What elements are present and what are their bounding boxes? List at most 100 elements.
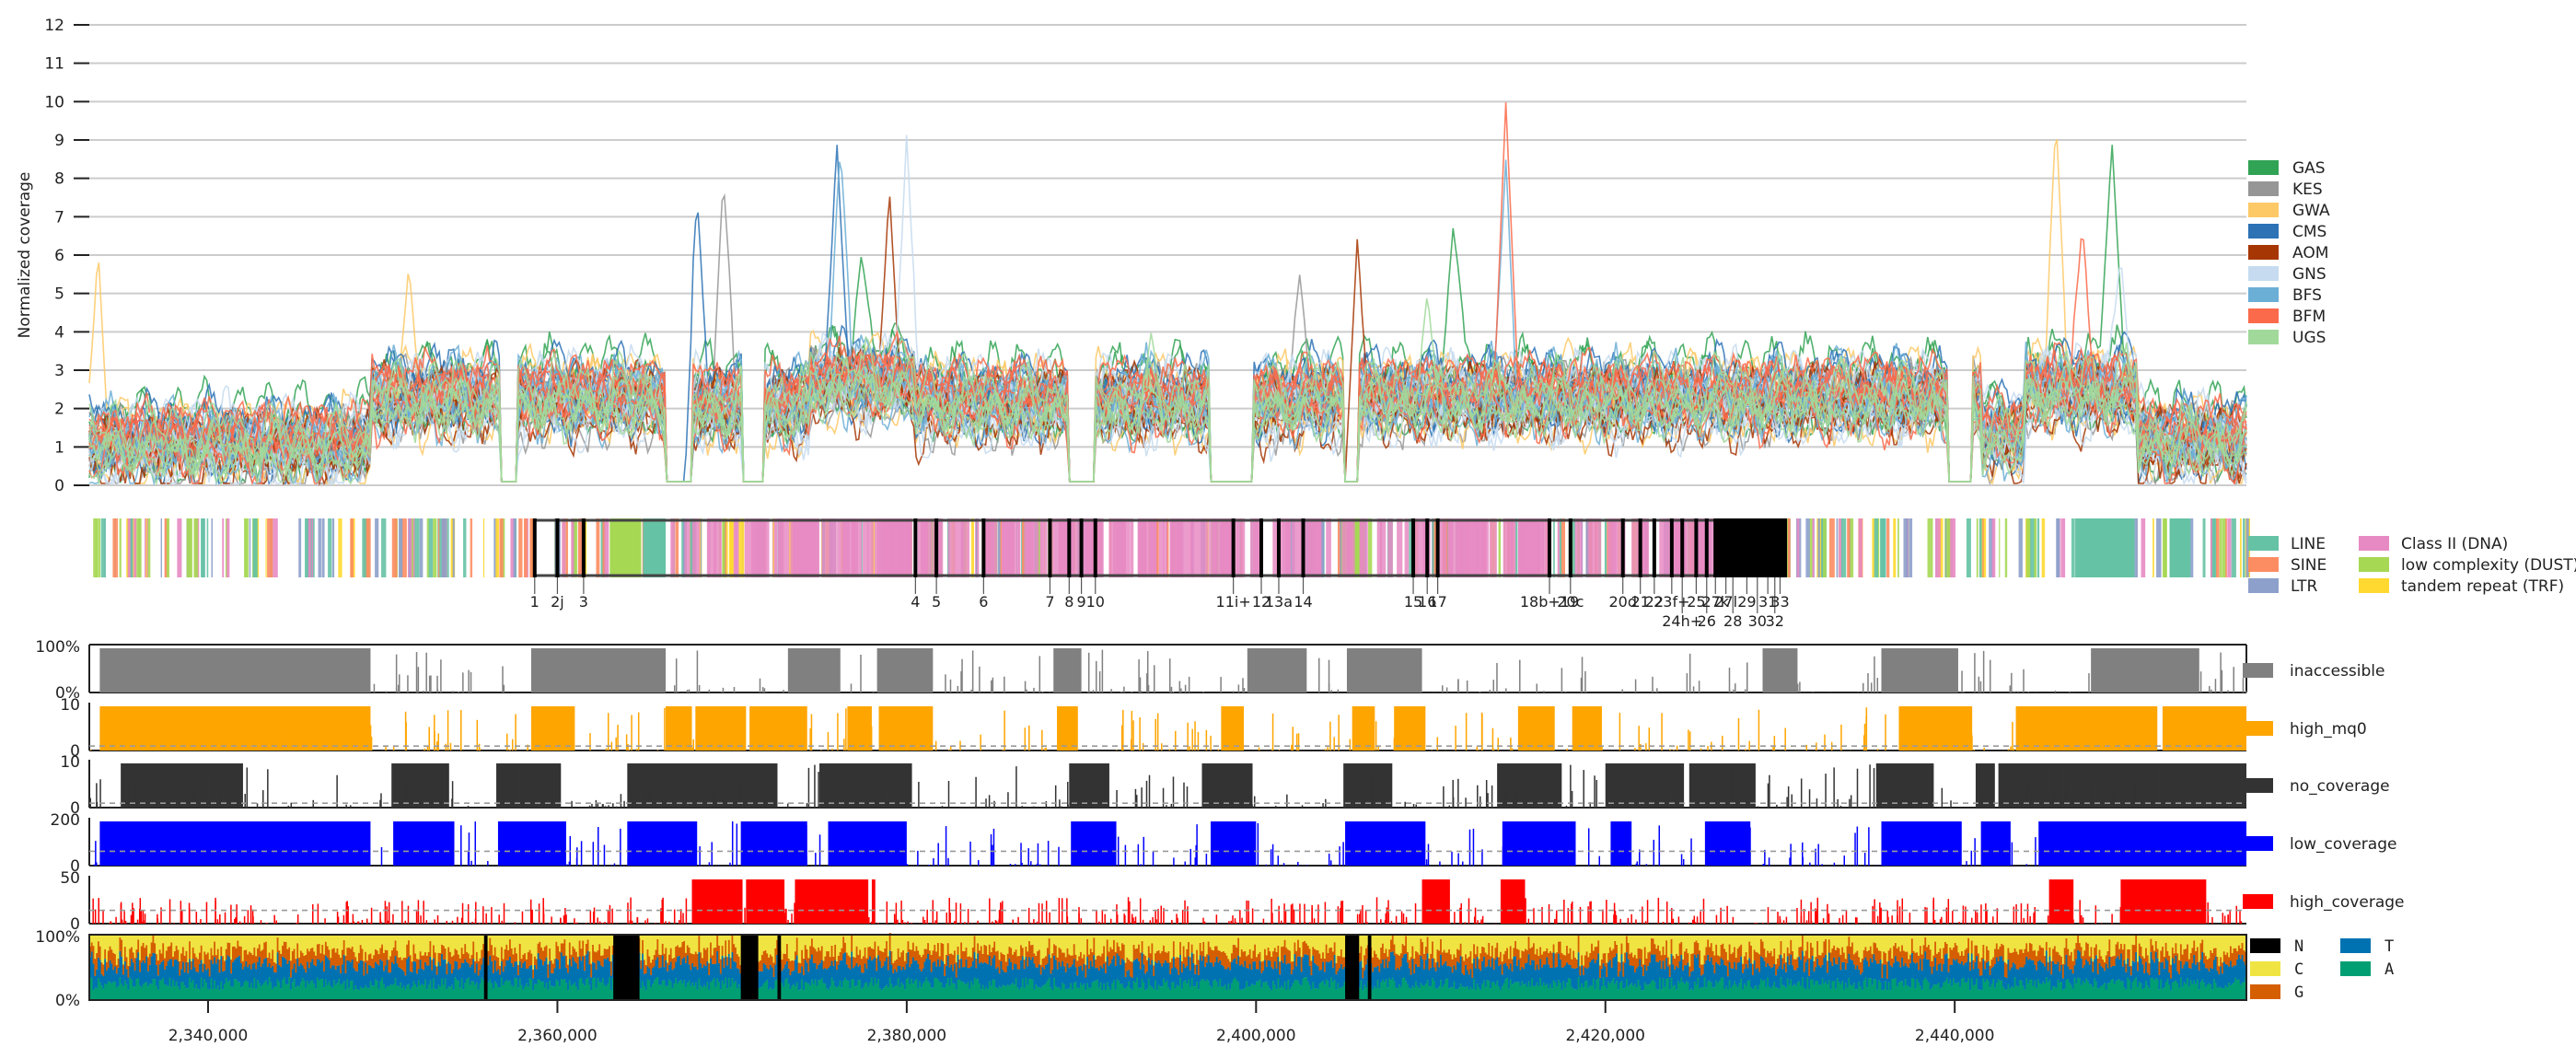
- base-fraction-T: [112, 970, 115, 982]
- base-fraction-T: [772, 976, 775, 989]
- base-fraction-T: [580, 960, 583, 978]
- base-fraction-A: [173, 985, 177, 1000]
- base-fraction-T: [605, 959, 608, 987]
- track-spike: [1131, 710, 1133, 751]
- base-fraction-C: [299, 935, 303, 951]
- track-spike: [1965, 906, 1967, 924]
- track-spike: [1708, 800, 1711, 808]
- track-spike: [1703, 923, 1705, 924]
- base-fraction-G: [530, 953, 533, 966]
- base-fraction-T: [104, 959, 107, 984]
- track-spike: [370, 907, 373, 924]
- track-spike: [1722, 736, 1723, 751]
- base-fraction-T: [787, 968, 791, 984]
- base-fraction-A: [429, 980, 432, 1000]
- base-fraction-C: [725, 935, 727, 941]
- track-spike: [1506, 845, 1509, 866]
- track-spike: [1217, 749, 1220, 751]
- track-spike: [503, 902, 505, 924]
- track-spike: [219, 795, 221, 808]
- track-spike: [945, 826, 947, 866]
- track-spike: [1865, 707, 1868, 751]
- track-inaccessible: [88, 644, 2273, 693]
- base-fraction-C: [323, 935, 326, 955]
- track-block: [1069, 763, 1109, 808]
- track-spike: [1512, 923, 1514, 924]
- track-spike: [120, 902, 122, 924]
- repeat-element: [794, 518, 809, 577]
- track-spike: [1772, 747, 1774, 751]
- legend-label: SINE: [2291, 556, 2327, 575]
- base-fraction-G: [305, 954, 307, 973]
- track-spike: [1189, 746, 1190, 751]
- track-spike: [2043, 803, 2045, 808]
- track-spike: [1525, 898, 1526, 924]
- base-fraction-G: [590, 963, 593, 978]
- base-fraction-G: [787, 958, 791, 969]
- track-spike: [1671, 908, 1673, 924]
- track-spike: [1971, 917, 1973, 924]
- track-block: [1345, 821, 1426, 866]
- base-fraction-C: [497, 935, 500, 958]
- track-spike: [551, 850, 552, 866]
- legend-label: AOM: [2292, 244, 2328, 262]
- track-spike: [212, 801, 214, 808]
- track-spike: [1017, 916, 1019, 924]
- base-fraction-T: [110, 963, 113, 983]
- base-fraction-G: [384, 949, 388, 966]
- repeat-element: [127, 518, 131, 577]
- base-fraction-T: [245, 961, 248, 981]
- track-spike: [1139, 716, 1141, 751]
- base-fraction-G: [369, 953, 372, 966]
- base-fraction-T: [398, 967, 400, 987]
- track-spike: [476, 719, 479, 751]
- repeat-element: [99, 518, 101, 577]
- track-spike: [975, 776, 977, 808]
- base-fraction-C: [797, 935, 800, 963]
- track-spike: [588, 805, 591, 808]
- base-fraction-G: [600, 955, 603, 966]
- track-spike: [128, 785, 130, 808]
- track-spike: [881, 731, 884, 751]
- track-spike: [1657, 897, 1660, 924]
- track-spike: [1802, 842, 1804, 866]
- base-fraction-T: [592, 961, 595, 979]
- base-fraction-T: [804, 960, 807, 983]
- base-fraction-A: [681, 983, 684, 1000]
- repeat-element: [772, 518, 778, 577]
- track-block: [121, 763, 243, 808]
- base-fraction-C: [226, 935, 229, 943]
- base-fraction-A: [669, 981, 673, 1000]
- track-spike: [603, 844, 606, 866]
- track-spike: [700, 904, 702, 924]
- track-spike: [2055, 806, 2058, 808]
- track-spike: [989, 898, 991, 924]
- repeat-element: [307, 518, 311, 577]
- track-block: [1343, 763, 1393, 808]
- base-fraction-A: [257, 980, 260, 1000]
- base-fraction-G: [185, 950, 188, 963]
- track-spike: [592, 842, 595, 866]
- track-spike: [1033, 687, 1035, 692]
- track-spike: [646, 918, 649, 924]
- base-fraction-A: [510, 984, 514, 1000]
- repeat-element: [1886, 518, 1890, 577]
- base-fraction-C: [668, 935, 671, 955]
- track-spike: [1744, 689, 1746, 692]
- base-fraction-G: [605, 948, 608, 960]
- base-fraction-A: [238, 982, 241, 1000]
- track-spike: [904, 922, 906, 924]
- track-spike: [1785, 916, 1788, 924]
- track-spike: [810, 714, 813, 751]
- base-fraction-A: [131, 979, 133, 1000]
- track-spike: [2091, 825, 2094, 866]
- track-spike: [2193, 804, 2196, 808]
- repeat-element: [1561, 518, 1566, 577]
- base-fraction-A: [282, 980, 284, 1000]
- base-fraction-T: [183, 972, 187, 986]
- base-fraction-G: [646, 949, 649, 967]
- base-fraction-G: [110, 949, 113, 964]
- base-fraction-C: [148, 935, 152, 954]
- exon: [1680, 518, 1685, 577]
- track-spike: [530, 842, 533, 866]
